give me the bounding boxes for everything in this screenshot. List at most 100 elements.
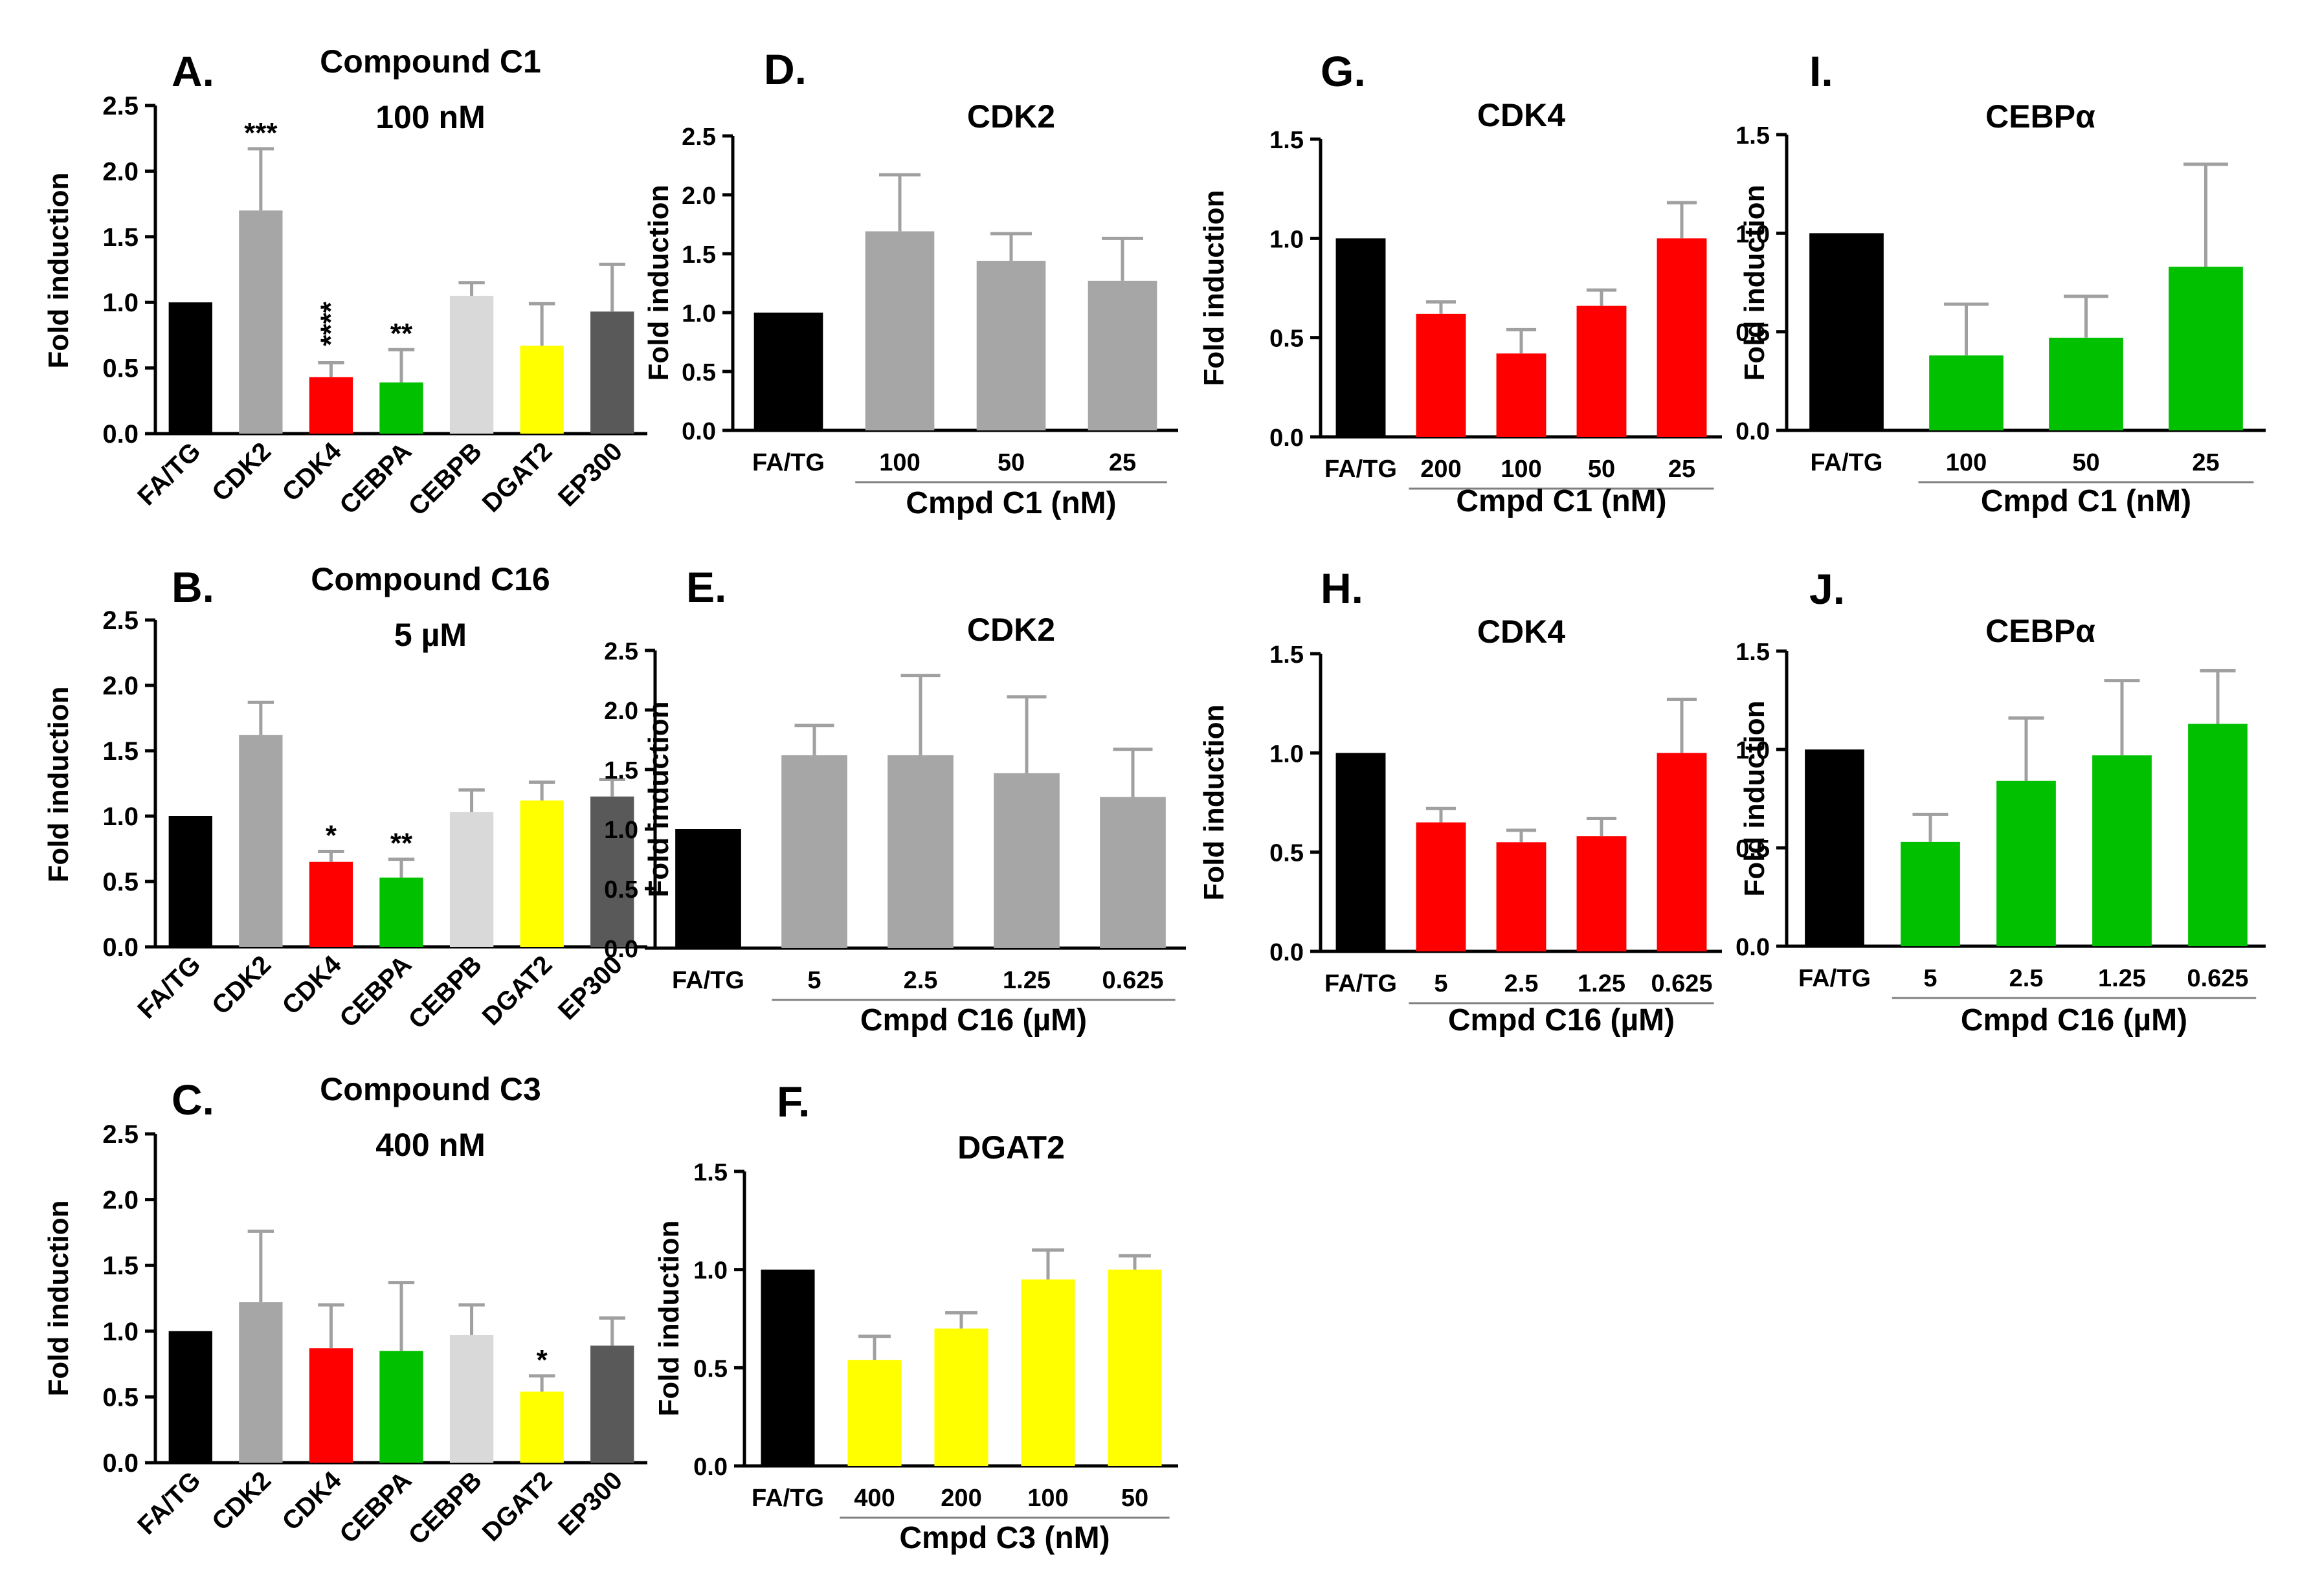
significance-marker: * (326, 820, 337, 852)
bar (168, 816, 212, 947)
y-tick-label: 0.0 (102, 420, 139, 449)
bar (2169, 267, 2243, 430)
bar (379, 382, 423, 434)
x-tick-label: 100 (1501, 456, 1541, 483)
x-tick-label: 2.5 (2009, 965, 2044, 992)
bar (590, 311, 634, 434)
y-tick-label: 1.5 (1736, 639, 1770, 666)
chart-panel-h: H. CDK4 Fold induction 0.0 0.5 1.0 1.5 FA/TG 5 2.… (1198, 564, 1722, 1037)
bar (449, 1335, 494, 1463)
y-tick-label: 0.0 (682, 418, 716, 445)
x-tick-label: 5 (807, 967, 821, 994)
x-tick-label: 25 (1668, 456, 1695, 483)
chart-title: DGAT2 (957, 1129, 1065, 1166)
panel-label: A. (172, 47, 214, 95)
bar (1901, 841, 1960, 946)
significance-marker: **** (315, 301, 346, 346)
y-tick-label: 2.5 (604, 638, 638, 665)
y-axis-label: Fold induction (43, 172, 74, 368)
y-tick-label: 1.5 (102, 737, 139, 766)
significance-marker: ** (390, 828, 413, 859)
panel-label: D. (764, 45, 807, 93)
panel-label: C. (172, 1076, 214, 1124)
bar (781, 755, 847, 948)
chart-title: CDK4 (1477, 97, 1565, 133)
significance-marker: *** (244, 117, 278, 149)
x-tick-label: 5 (1923, 965, 1937, 992)
y-tick-label: 1.5 (1269, 127, 1304, 154)
x-tick-label: FA/TG (1811, 449, 1883, 476)
x-tick-label: 100 (1027, 1485, 1068, 1512)
x-tick-label: 400 (854, 1485, 895, 1512)
chart-panel-c: C. Compound C3 400 nM Fold induction 0.0 0.5 1… (43, 1071, 647, 1550)
bar (449, 296, 494, 434)
x-tick-label: CEBPA (334, 1466, 417, 1549)
y-tick-label: 2.0 (682, 183, 716, 210)
bar (1021, 1279, 1075, 1466)
chart-title: CEBPα (1985, 98, 2095, 135)
chart-panel-g: G. CDK4 Fold induction 0.0 0.5 1.0 1.5 FA/TG 200… (1198, 47, 1722, 518)
y-tick-label: 0.5 (693, 1355, 728, 1382)
y-tick-label: 0.0 (693, 1454, 728, 1481)
y-tick-label: 1.0 (682, 300, 716, 327)
chart-title: Compound C1 (320, 43, 541, 80)
x-tick-label: 50 (1588, 456, 1615, 483)
bar (239, 735, 283, 947)
y-tick-label: 2.0 (102, 1186, 139, 1215)
y-tick-label: 1.5 (102, 1252, 139, 1280)
y-tick-label: 1.0 (1269, 226, 1304, 253)
x-tick-label: 50 (998, 449, 1025, 476)
y-tick-label: 0.5 (102, 355, 139, 383)
y-tick-label: 0.5 (1269, 326, 1304, 353)
panel-label: J. (1809, 565, 1845, 613)
bar (309, 377, 353, 434)
x-tick-label: CDK2 (207, 1466, 276, 1536)
x-tick-label: 0.625 (2187, 965, 2248, 992)
significance-marker: * (537, 1344, 548, 1376)
x-tick-label: CEBPB (403, 437, 487, 521)
x-axis-label: Cmpd C1 (nM) (1981, 484, 2191, 518)
x-tick-label: DGAT2 (477, 437, 558, 518)
y-axis-label: Fold induction (643, 701, 675, 897)
bar (239, 210, 283, 434)
x-tick-label: 0.625 (1102, 967, 1163, 994)
chart-title: 5 µM (394, 617, 467, 653)
chart-title: Compound C3 (320, 1071, 541, 1107)
x-tick-label: 25 (2192, 449, 2219, 476)
y-axis-label: Fold induction (1198, 190, 1230, 386)
bar (1576, 305, 1627, 437)
bar (1335, 238, 1386, 437)
y-tick-label: 2.0 (604, 698, 638, 725)
y-tick-label: 0.5 (102, 868, 139, 896)
y-axis-label: Fold induction (43, 686, 74, 882)
chart-panel-a: A. Compound C1 100 nM Fold induction 0.0 0.5 1… (43, 43, 647, 521)
x-tick-label: 100 (1946, 449, 1987, 476)
bar (675, 829, 741, 948)
x-tick-label: FA/TG (752, 449, 825, 476)
y-axis-label: Fold induction (1198, 704, 1230, 900)
bar (1576, 836, 1627, 951)
bar (994, 773, 1060, 948)
bar (934, 1328, 988, 1466)
x-tick-label: 200 (1420, 456, 1461, 483)
bar (865, 231, 935, 430)
y-tick-label: 1.0 (693, 1258, 728, 1285)
x-axis-label: Cmpd C1 (nM) (906, 486, 1116, 520)
bar (1108, 1269, 1162, 1466)
panel-label: B. (172, 563, 214, 611)
bar (2188, 724, 2248, 946)
y-tick-label: 0.5 (1736, 836, 1770, 863)
x-tick-label: 100 (879, 449, 920, 476)
x-axis-label: Cmpd C16 (µM) (1448, 1003, 1675, 1037)
y-tick-label: 2.0 (102, 157, 139, 186)
x-tick-label: CEBPB (403, 1466, 487, 1550)
x-tick-label: 2.5 (904, 967, 938, 994)
bar (1416, 822, 1466, 951)
x-tick-label: 200 (941, 1485, 981, 1512)
bar (2092, 755, 2152, 946)
bar (520, 1391, 564, 1463)
y-tick-label: 1.5 (682, 241, 716, 269)
y-tick-label: 1.0 (604, 817, 638, 844)
y-axis-label: Fold induction (643, 184, 675, 381)
